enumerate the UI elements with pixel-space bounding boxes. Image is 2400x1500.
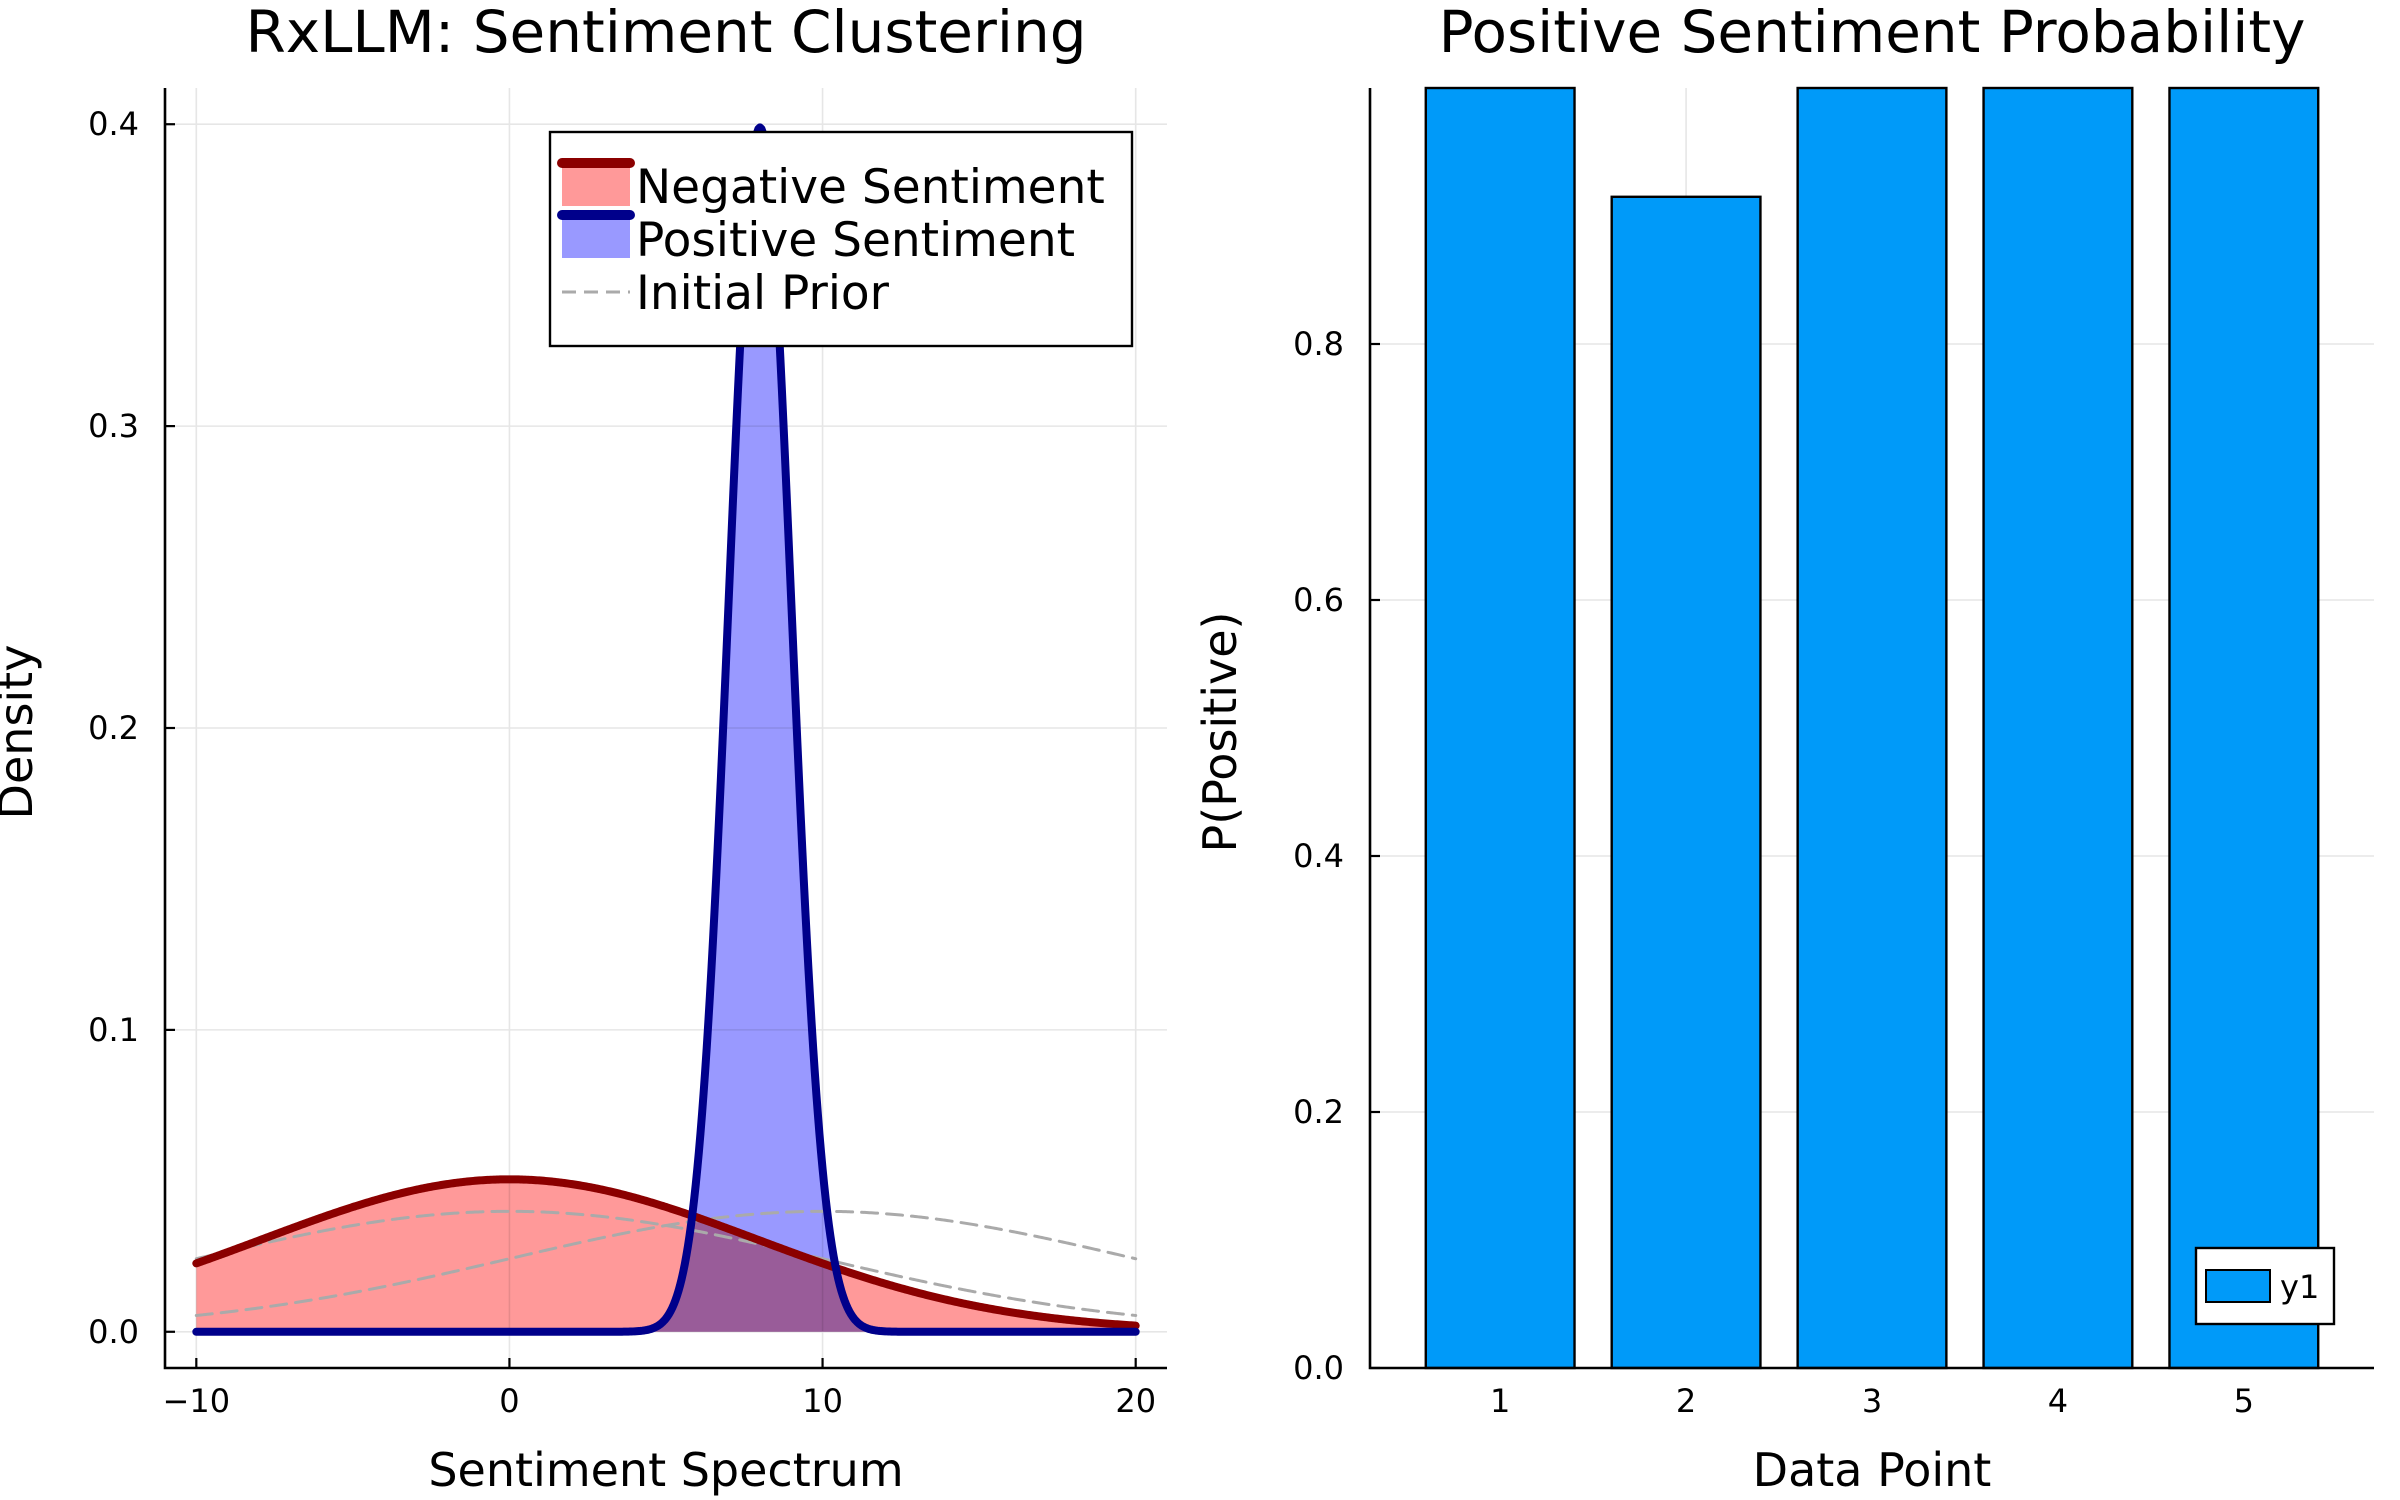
density-fill-layer [194, 127, 1138, 1332]
bar-data-point-3 [1796, 86, 1948, 1370]
density-panel: RxLLM: Sentiment Clustering Sentiment Sp… [0, 0, 1167, 1497]
probability-legend: y1 [2194, 1246, 2336, 1326]
legend-label-y1: y1 [2280, 1268, 2319, 1306]
probability-x-tick-label: 1 [1490, 1382, 1510, 1420]
density-y-tick-label: 0.1 [88, 1011, 139, 1049]
bar-data-point-2 [1610, 195, 1762, 1370]
probability-x-tick-label: 2 [1676, 1382, 1696, 1420]
density-axes [163, 88, 1167, 1370]
probability-axes [1368, 88, 2374, 1370]
probability-panel: Positive Sentiment Probability Data Poin… [1193, 0, 2374, 1497]
curve-prior-shifted [194, 1209, 1138, 1317]
bar-data-point-4 [1982, 86, 2134, 1370]
density-x-tick-label: −10 [163, 1382, 231, 1420]
density-y-tick-label: 0.2 [88, 709, 139, 747]
legend-fill-positive [562, 218, 630, 258]
legend-label-negative: Negative Sentiment [636, 160, 1105, 215]
density-ticks: −10 0 10 20 0.0 0.1 0.2 0.3 0.4 [88, 105, 1156, 1420]
density-chart-title: RxLLM: Sentiment Clustering [245, 0, 1086, 66]
probability-y-tick-label: 0.2 [1293, 1093, 1344, 1131]
probability-x-tick-label: 5 [2234, 1382, 2254, 1420]
density-x-tick-label: 0 [499, 1382, 519, 1420]
density-legend: Negative Sentiment Positive Sentiment In… [548, 130, 1134, 348]
legend-fill-negative [562, 166, 630, 206]
curve-positive-sentiment [192, 123, 1140, 1336]
probability-bars [1424, 86, 2320, 1370]
legend-label-prior: Initial Prior [636, 266, 890, 321]
probability-x-tick-label: 4 [2048, 1382, 2068, 1420]
fill-negative-sentiment [196, 1179, 1136, 1332]
density-x-tick-label: 20 [1115, 1382, 1156, 1420]
density-x-axis-label: Sentiment Spectrum [428, 1443, 903, 1497]
bar-data-point-1 [1424, 86, 1576, 1370]
probability-y-tick-label: 0.8 [1293, 325, 1344, 363]
probability-chart-title: Positive Sentiment Probability [1439, 0, 2306, 66]
density-y-axis-label: Density [0, 645, 43, 820]
density-y-tick-label: 0.4 [88, 105, 139, 143]
probability-x-tick-label: 3 [1862, 1382, 1882, 1420]
probability-y-tick-label: 0.0 [1293, 1349, 1344, 1387]
density-series [192, 123, 1140, 1336]
density-line-layer [192, 123, 1140, 1336]
probability-x-axis-label: Data Point [1753, 1443, 1992, 1497]
density-y-tick-label: 0.3 [88, 407, 139, 445]
density-x-tick-label: 10 [802, 1382, 843, 1420]
density-legend-box [548, 130, 1134, 348]
probability-ticks: 1 2 3 4 5 0.0 0.2 0.4 0.6 0.8 [1293, 325, 2254, 1420]
curve-negative-sentiment [192, 1175, 1140, 1330]
probability-y-tick-label: 0.4 [1293, 837, 1344, 875]
legend-swatch-y1 [2205, 1269, 2271, 1303]
probability-y-tick-label: 0.6 [1293, 581, 1344, 619]
bar-data-point-5 [2168, 86, 2320, 1370]
probability-y-axis-label: P(Positive) [1193, 612, 1247, 853]
density-y-tick-label: 0.0 [88, 1313, 139, 1351]
legend-label-positive: Positive Sentiment [636, 213, 1075, 268]
